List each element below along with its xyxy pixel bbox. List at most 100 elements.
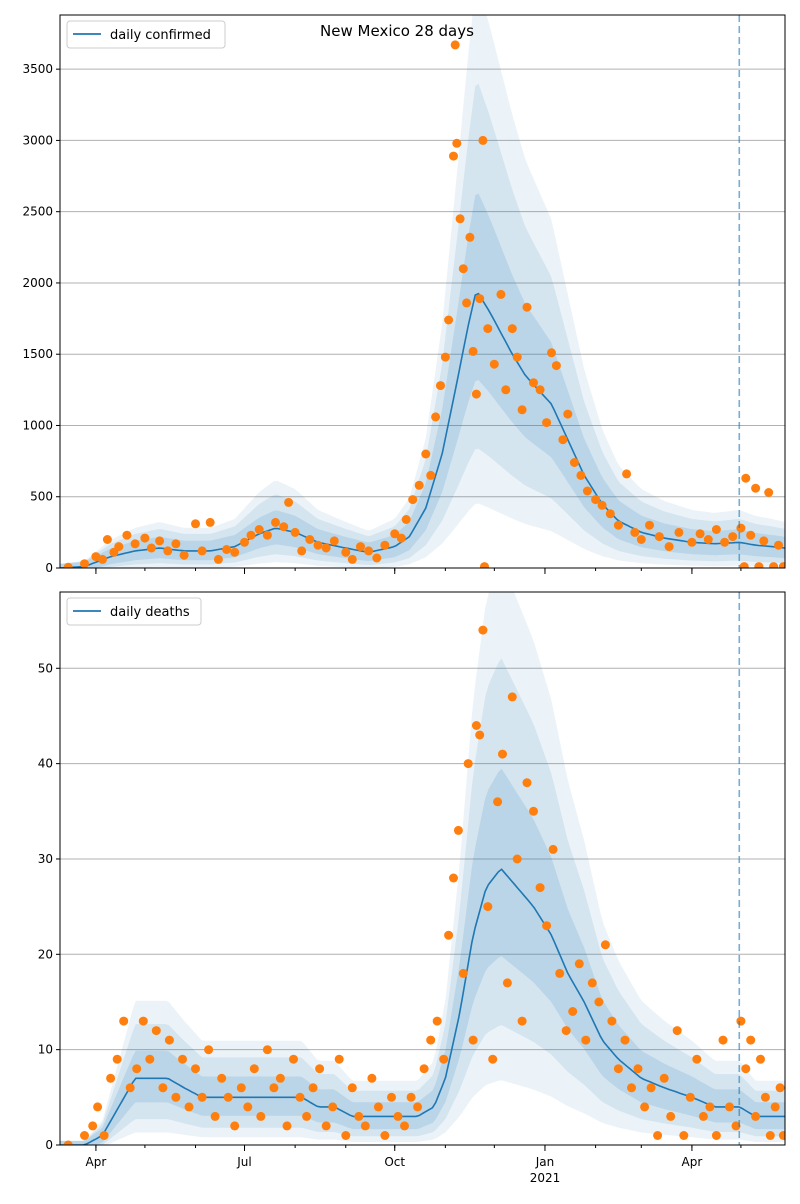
observed-point	[217, 1073, 227, 1083]
x-tick-label: Jan	[535, 1155, 555, 1169]
observed-point	[488, 1054, 498, 1064]
observed-point	[341, 1131, 351, 1140]
observed-point	[522, 778, 532, 788]
observed-point	[480, 562, 489, 568]
observed-point	[119, 1016, 129, 1026]
observed-point	[746, 1035, 756, 1045]
uncertainty-band	[60, 193, 785, 568]
observed-point	[672, 1026, 682, 1036]
y-tick-label: 10	[38, 1043, 53, 1057]
observed-point	[191, 519, 200, 529]
observed-point	[728, 532, 738, 542]
axes-frame	[59, 14, 786, 569]
observed-point	[754, 562, 764, 568]
observed-point	[444, 930, 454, 940]
observed-point	[282, 1121, 292, 1131]
observed-point	[356, 542, 365, 552]
observed-point	[155, 536, 165, 546]
observed-point	[328, 1102, 338, 1112]
observed-point	[587, 978, 597, 988]
observed-point	[367, 1073, 377, 1083]
observed-point	[764, 488, 774, 497]
series-line	[60, 292, 785, 568]
observed-point	[99, 1131, 109, 1140]
observed-point	[574, 959, 584, 969]
observed-point	[329, 536, 339, 546]
observed-point	[646, 1083, 656, 1093]
y-tick-label: 2000	[22, 276, 53, 290]
observed-point	[205, 517, 215, 527]
observed-point	[295, 1092, 305, 1102]
observed-point	[568, 1007, 578, 1016]
observed-point	[284, 497, 294, 507]
observed-point	[414, 480, 424, 490]
observed-point	[436, 381, 445, 391]
observed-point	[640, 1102, 650, 1112]
observed-point	[230, 1121, 240, 1131]
observed-point	[600, 940, 610, 950]
observed-point	[393, 1111, 403, 1121]
observed-point	[551, 361, 561, 371]
observed-point	[633, 1064, 643, 1074]
observed-point	[269, 1083, 279, 1093]
observed-point	[517, 405, 527, 415]
observed-point	[569, 458, 579, 467]
y-tick-label: 2500	[22, 205, 53, 219]
observed-point	[542, 921, 552, 931]
observed-point	[778, 562, 785, 568]
observed-point	[396, 533, 406, 543]
observed-point	[240, 537, 249, 547]
observed-point	[426, 470, 436, 480]
observed-point	[380, 540, 390, 550]
observed-point	[130, 539, 140, 549]
observed-point	[561, 1026, 571, 1036]
observed-point	[364, 546, 374, 556]
observed-point	[695, 529, 705, 539]
observed-point	[720, 537, 730, 547]
observed-point	[591, 495, 601, 505]
y-tick-label: 3500	[22, 62, 53, 76]
observed-point	[478, 135, 488, 145]
observed-point	[80, 1131, 89, 1140]
observed-point	[507, 692, 517, 702]
observed-point	[421, 449, 431, 459]
observed-point	[63, 562, 73, 568]
x-tick-label: Apr	[86, 1155, 107, 1169]
x-year-label: 2021	[530, 1171, 561, 1185]
observed-point	[112, 1054, 122, 1064]
observed-point	[122, 530, 132, 540]
observed-point	[372, 553, 382, 563]
deaths-panel: 0 10 20 30 40 50 Apr Jul Oct Jan Apr 2021 daily deat…	[38, 591, 786, 1185]
observed-point	[222, 545, 232, 554]
legend-label: daily deaths	[110, 605, 190, 620]
observed-point	[125, 1083, 135, 1093]
observed-point	[88, 1121, 98, 1131]
plot-area	[60, 15, 785, 568]
observed-point	[653, 1131, 663, 1140]
observed-point	[756, 1054, 765, 1064]
axes-frame	[59, 591, 786, 1146]
observed-point	[501, 385, 511, 395]
observed-point	[705, 1102, 715, 1112]
observed-point	[739, 562, 749, 568]
legend-label: daily confirmed	[110, 28, 211, 43]
observed-point	[360, 1121, 370, 1131]
observed-point	[711, 1131, 721, 1140]
observed-point	[711, 525, 721, 534]
observed-point	[132, 1064, 142, 1074]
observed-point	[230, 547, 240, 557]
y-tick-label: 20	[38, 947, 53, 961]
observed-point	[197, 546, 207, 556]
observed-point	[440, 352, 450, 362]
observed-point	[146, 543, 156, 553]
observed-point	[547, 348, 556, 358]
y-tick-label: 0	[45, 1138, 53, 1152]
observed-point	[478, 625, 488, 635]
observed-point	[114, 542, 124, 552]
observed-point	[191, 1064, 200, 1074]
observed-point	[106, 1073, 116, 1083]
observed-point	[594, 997, 604, 1007]
x-tick-label: Oct	[384, 1155, 405, 1169]
observed-point	[468, 346, 478, 356]
observed-point	[529, 806, 538, 816]
